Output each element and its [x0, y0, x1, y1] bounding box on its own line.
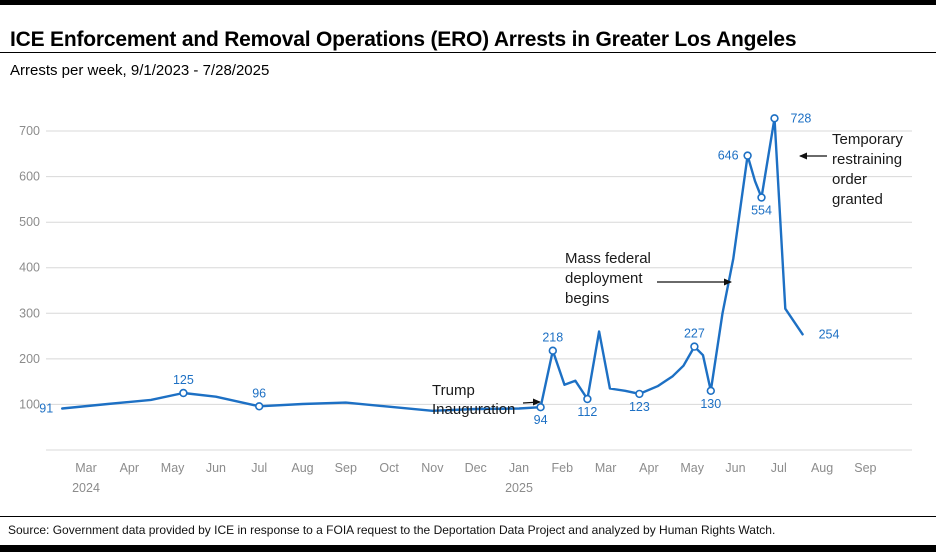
- data-point-label: 218: [542, 331, 563, 345]
- annotation-arrowhead: [533, 398, 541, 406]
- chart-subtitle: Arrests per week, 9/1/2023 - 7/28/2025: [10, 62, 270, 79]
- data-point-marker: [770, 114, 779, 123]
- y-axis-label: 400: [19, 261, 40, 275]
- annotation-text: order: [832, 171, 867, 188]
- data-point-label: 554: [751, 204, 772, 218]
- data-point-label: 227: [684, 327, 705, 341]
- top-rule-bar: [0, 0, 936, 5]
- annotation-text: Inauguration: [432, 401, 515, 418]
- x-axis-label: Jan: [509, 461, 529, 475]
- data-point-label: 96: [252, 386, 266, 400]
- data-point-label: 112: [577, 405, 597, 419]
- x-axis-label: Feb: [552, 461, 574, 475]
- annotation-text: Mass federal: [565, 250, 651, 267]
- x-axis-label: Aug: [811, 461, 833, 475]
- x-axis-label: May: [161, 461, 185, 475]
- x-axis-label: Oct: [379, 461, 399, 475]
- x-axis-label: Nov: [421, 461, 444, 475]
- source-note: Source: Government data provided by ICE …: [8, 523, 776, 537]
- x-axis-label: May: [680, 461, 704, 475]
- x-axis-label: Sep: [335, 461, 357, 475]
- bottom-rule-bar: [0, 545, 936, 552]
- x-axis-label: Apr: [120, 461, 139, 475]
- data-point-label: 94: [534, 413, 548, 427]
- annotation-text: deployment: [565, 270, 643, 287]
- x-axis-label: Apr: [639, 461, 658, 475]
- data-point-marker: [255, 402, 264, 411]
- annotation-text: restraining: [832, 151, 902, 168]
- arrests-line-chart: 100 200 300 400 500 600 700 Mar 2024 Apr May Jun Jul…: [19, 111, 912, 495]
- arrests-line: [61, 117, 804, 412]
- source-divider: [0, 516, 936, 517]
- data-point-label: 130: [700, 397, 721, 411]
- y-axis-label: 700: [19, 124, 40, 138]
- annotation-arrowhead: [724, 278, 732, 286]
- x-axis-label: Jul: [771, 461, 787, 475]
- data-point-label: 728: [791, 111, 812, 125]
- y-axis-label: 300: [19, 306, 40, 320]
- data-point-marker: [583, 394, 592, 404]
- title-divider: [0, 52, 936, 53]
- x-axis-label: Jul: [251, 461, 267, 475]
- x-axis-year-label: 2024: [72, 481, 100, 495]
- x-axis-label: Mar: [75, 461, 97, 475]
- y-axis-label: 100: [19, 397, 40, 411]
- data-point-label: 646: [718, 149, 739, 163]
- x-axis-label: Jun: [725, 461, 745, 475]
- data-point-marker: [548, 346, 557, 355]
- y-axis-label: 200: [19, 352, 40, 366]
- annotation-text: Temporary: [832, 131, 903, 148]
- annotation-text: granted: [832, 191, 883, 208]
- data-point-label: 91: [39, 402, 53, 416]
- data-point-label: 123: [629, 400, 650, 414]
- data-point-marker: [706, 386, 715, 395]
- x-axis-label: Aug: [291, 461, 313, 475]
- x-axis-label: Dec: [465, 461, 487, 475]
- data-point-marker: [757, 193, 766, 202]
- page-title: ICE Enforcement and Removal Operations (…: [10, 28, 797, 52]
- annotation-text: Trump: [432, 382, 475, 399]
- data-point-label: 125: [173, 373, 194, 387]
- data-point-marker: [743, 151, 752, 160]
- y-axis-label: 600: [19, 170, 40, 184]
- x-axis-label: Jun: [206, 461, 226, 475]
- annotation-text: begins: [565, 290, 609, 307]
- data-point-marker: [690, 342, 699, 351]
- data-point-marker: [179, 388, 188, 398]
- x-axis-label: Sep: [854, 461, 876, 475]
- data-point-marker: [635, 389, 644, 399]
- data-point-label: 254: [819, 327, 840, 341]
- y-axis-label: 500: [19, 215, 40, 229]
- annotation-arrowhead: [799, 152, 807, 160]
- x-axis-year-label: 2025: [505, 481, 533, 495]
- data-point-marker: [536, 403, 545, 412]
- x-axis-label: Mar: [595, 461, 617, 475]
